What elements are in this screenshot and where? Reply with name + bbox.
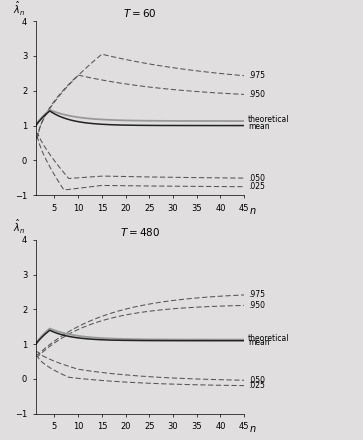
Text: .950: .950 — [248, 301, 265, 310]
Y-axis label: $\hat{\lambda}_n$: $\hat{\lambda}_n$ — [13, 218, 25, 236]
Text: theoretical: theoretical — [248, 115, 289, 124]
Text: .025: .025 — [248, 381, 265, 390]
Text: theoretical: theoretical — [248, 334, 289, 343]
X-axis label: $n$: $n$ — [249, 205, 256, 216]
Y-axis label: $\hat{\lambda}_n$: $\hat{\lambda}_n$ — [13, 0, 25, 18]
Text: mean: mean — [248, 337, 269, 347]
Text: .025: .025 — [248, 182, 265, 191]
Text: .975: .975 — [248, 290, 265, 300]
Text: mean: mean — [248, 122, 269, 132]
Text: .050: .050 — [248, 174, 265, 183]
X-axis label: $n$: $n$ — [249, 424, 256, 434]
Text: .950: .950 — [248, 90, 265, 99]
Text: .050: .050 — [248, 376, 265, 385]
Title: $T = 480$: $T = 480$ — [120, 226, 160, 238]
Title: $T = 60$: $T = 60$ — [123, 7, 156, 19]
Text: .975: .975 — [248, 71, 265, 80]
